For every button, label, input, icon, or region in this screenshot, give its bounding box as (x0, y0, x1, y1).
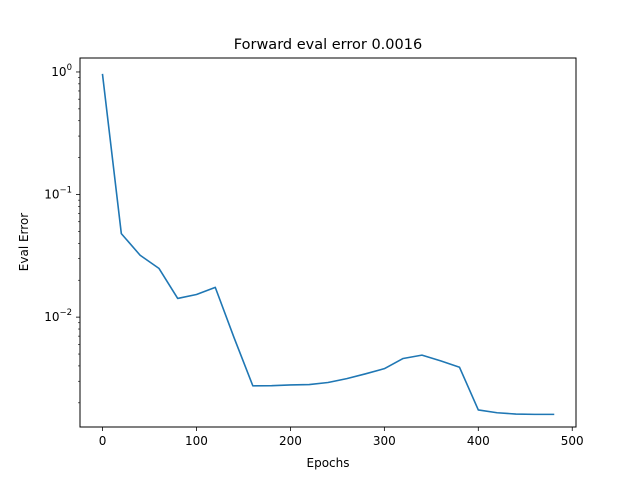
series-layer (101, 73, 555, 416)
chart-title: Forward eval error 0.0016 (234, 37, 422, 53)
y-tick-label-base: 10 (44, 310, 59, 324)
x-tick-label: 200 (279, 434, 302, 448)
plot-frame (79, 57, 577, 428)
y-tick-label-exponent: −1 (59, 186, 72, 196)
x-tick-label: 500 (561, 434, 584, 448)
x-tick-label: 0 (99, 434, 107, 448)
x-axis-label: Epochs (307, 456, 350, 470)
x-tick-label: 400 (467, 434, 490, 448)
y-tick-label: 10−1 (44, 186, 72, 202)
x-tick-label: 300 (373, 434, 396, 448)
x-tick-label: 100 (185, 434, 208, 448)
x-axis-ticks: 0 100 200 300 400 500 (99, 427, 584, 448)
y-tick-label-exponent: 0 (67, 63, 72, 73)
y-tick-label: 100 (51, 63, 72, 79)
y-tick-label-base: 10 (51, 65, 66, 79)
y-tick-label-exponent: −2 (59, 308, 72, 318)
y-tick-label: 10−2 (44, 308, 72, 324)
y-axis-label: Eval Error (17, 213, 31, 272)
y-tick-label-base: 10 (44, 188, 59, 202)
series-line (101, 73, 555, 416)
